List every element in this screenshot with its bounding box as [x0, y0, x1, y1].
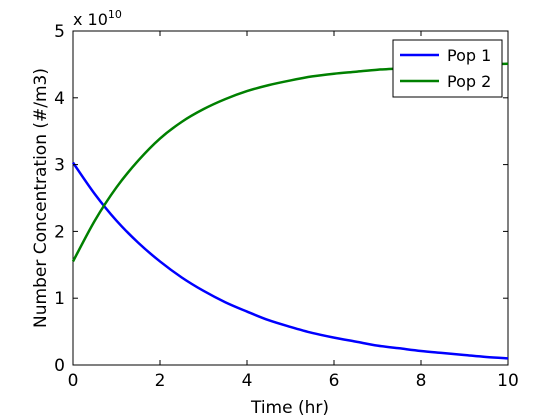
- x-tick-label: 6: [329, 371, 340, 391]
- y-tick-label: 2: [54, 222, 65, 242]
- x-axis-label: Time (hr): [250, 398, 329, 418]
- x-tick-label: 4: [242, 371, 253, 391]
- series-line-pop-1: [71, 161, 509, 360]
- x-tick-label: 10: [497, 371, 519, 391]
- tick-layer: 0 2 4 6 8 10 0 1 2 3 4 5: [54, 22, 519, 391]
- x-tick-label: 2: [155, 371, 166, 391]
- y-tick-label: 4: [54, 89, 65, 109]
- legend-label-pop-1: Pop 1: [447, 46, 491, 65]
- y-multiplier-base: x 10: [73, 10, 108, 29]
- y-multiplier: x 1010: [73, 8, 122, 29]
- y-tick-label: 1: [54, 289, 65, 309]
- y-axis-label: Number Concentration (#/m3): [31, 68, 51, 328]
- x-tick-label: 0: [68, 371, 79, 391]
- x-tick-label: 8: [416, 371, 427, 391]
- legend-label-pop-2: Pop 2: [447, 72, 491, 91]
- y-tick-label: 5: [54, 22, 65, 42]
- y-tick-label: 3: [54, 156, 65, 176]
- y-tick-label: 0: [54, 356, 65, 376]
- legend-box: [392, 39, 503, 98]
- y-multiplier-exponent: 10: [108, 8, 122, 21]
- legend: Pop 1 Pop 2: [392, 39, 503, 98]
